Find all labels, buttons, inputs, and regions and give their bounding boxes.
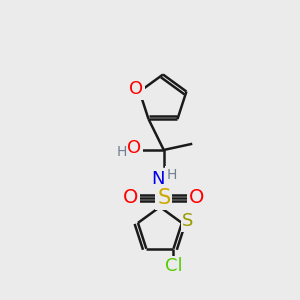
Text: O: O [129,80,143,98]
Text: O: O [127,140,141,158]
Text: S: S [182,212,194,230]
Text: O: O [123,188,138,207]
Text: N: N [151,170,164,188]
Text: H: H [166,168,177,182]
Text: O: O [189,188,205,207]
Text: Cl: Cl [165,257,182,275]
Text: S: S [157,188,170,208]
Text: H: H [116,145,127,159]
